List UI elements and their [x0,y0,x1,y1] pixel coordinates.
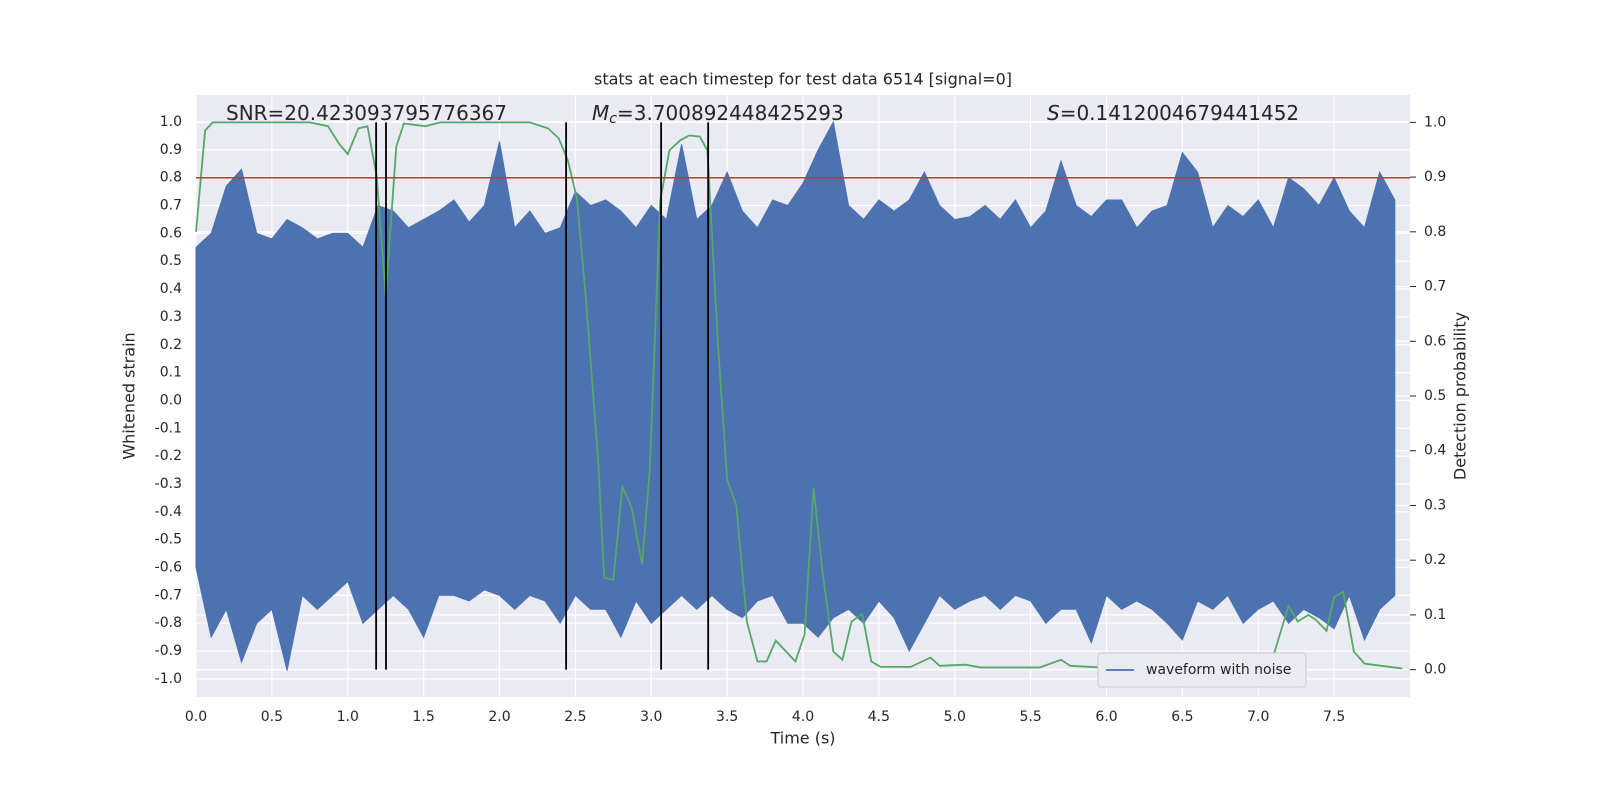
x-tick-label: 7.5 [1323,709,1345,725]
y2-tick-label: 0.4 [1424,443,1446,459]
annotation: SNR=20.423093795776367 [226,101,507,125]
y-tick-label: -0.8 [155,615,182,631]
legend: waveform with noise [1097,652,1307,688]
x-axis-label: Time (s) [769,729,835,748]
y-tick-label: 0.8 [160,170,182,186]
y-tick-label: 0.1 [160,365,182,381]
annotation-symbol: M [592,101,609,125]
y-tick-label: -0.5 [155,532,182,548]
y-tick-label: 1.0 [160,114,182,130]
y-tick-label: -0.2 [155,448,182,464]
x-tick-label: 7.0 [1247,709,1269,725]
y2-tick-label: 0.6 [1424,333,1446,349]
annotation-subscript: c [609,111,617,127]
y2-tick-label: 0.0 [1424,662,1446,678]
y-tick-label: -0.4 [155,504,182,520]
annotation-text: SNR=20.423093795776367 [226,101,507,125]
x-tick-label: 1.0 [337,709,359,725]
y-tick-label: -0.6 [155,560,182,576]
legend-label: waveform with noise [1146,662,1291,678]
y-tick-label: 0.4 [160,281,182,297]
y-tick-label: 0.6 [160,225,182,241]
legend-box [1097,652,1307,688]
x-tick-label: 6.0 [1095,709,1117,725]
y-tick-label: -1.0 [155,671,182,687]
y-tick-label: -0.3 [155,476,182,492]
x-tick-label: 4.5 [868,709,890,725]
y2-tick-label: 0.2 [1424,552,1446,568]
y-tick-label: 0.5 [160,253,182,269]
y2-tick-label: 0.1 [1424,607,1446,623]
annotation-text: =0.1412004679441452 [1060,101,1299,125]
annotation: Mc=3.700892448425293 [592,101,844,128]
y2-tick-label: 0.9 [1424,169,1446,185]
y2-tick-label: 0.3 [1424,497,1446,513]
y-tick-label: 0.3 [160,309,182,325]
x-tick-label: 0.0 [185,709,207,725]
y-tick-label: 0.7 [160,198,182,214]
chart-title: stats at each timestep for test data 651… [594,70,1012,89]
x-tick-label: 2.0 [488,709,510,725]
x-tick-label: 3.5 [716,709,738,725]
x-tick-label: 0.5 [261,709,283,725]
y2-tick-label: 0.7 [1424,279,1446,295]
annotation-text: =3.700892448425293 [617,101,844,125]
y-tick-label: 0.0 [160,392,182,408]
annotation: S=0.1412004679441452 [1047,101,1299,125]
y2-tick-label: 1.0 [1424,114,1446,130]
x-tick-label: 2.5 [564,709,586,725]
x-tick-label: 3.0 [640,709,662,725]
x-tick-label: 1.5 [412,709,434,725]
x-tick-label: 4.0 [792,709,814,725]
y-tick-label: 0.9 [160,142,182,158]
waveform-envelope [195,120,1396,401]
y-tick-label: -0.1 [155,420,182,436]
waveform-envelope [195,399,1396,671]
y2-axis-label: Detection probability [1451,312,1470,480]
x-tick-label: 5.0 [944,709,966,725]
y-tick-label: 0.2 [160,337,182,353]
y2-tick-label: 0.8 [1424,224,1446,240]
y-tick-label: -0.9 [155,643,182,659]
x-tick-label: 5.5 [1019,709,1041,725]
y-tick-label: -0.7 [155,587,182,603]
y-axis-label: Whitened strain [120,332,139,459]
y2-tick-label: 0.5 [1424,388,1446,404]
annotation-symbol: S [1047,101,1060,125]
x-tick-label: 6.5 [1171,709,1193,725]
